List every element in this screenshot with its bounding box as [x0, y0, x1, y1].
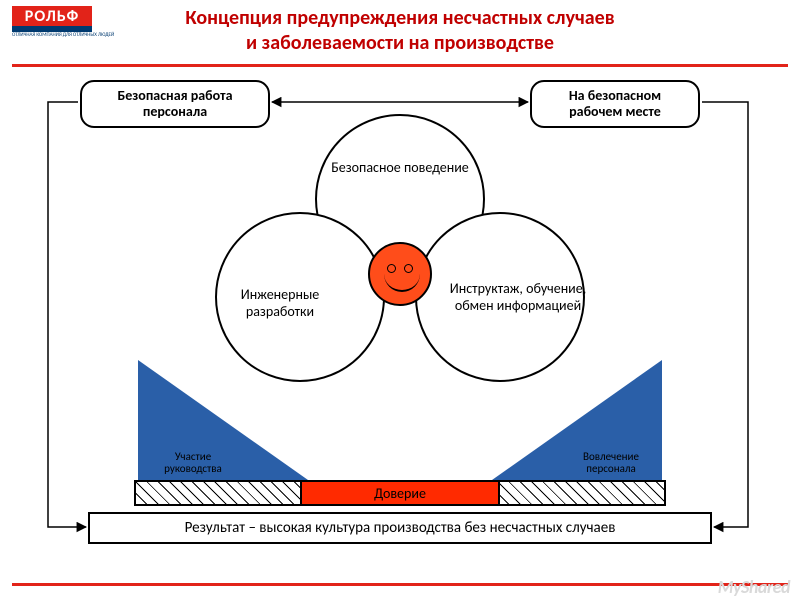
trust-box: Доверие — [300, 480, 500, 506]
pill-safe-place: На безопасном рабочем месте — [530, 80, 700, 128]
divider-bottom — [12, 583, 788, 586]
page-title: Концепция предупреждения несчастных случ… — [0, 6, 800, 56]
watermark: MyShared — [718, 576, 790, 598]
title-line-1: Концепция предупреждения несчастных случ… — [0, 6, 800, 31]
pill-safe-work: Безопасная работа персонала — [80, 80, 270, 128]
diagram-stage: Безопасная работа персонала На безопасно… — [0, 72, 800, 576]
circle-engineering: Инженерные разработки — [215, 212, 385, 382]
triangle-right-label: Вовлечение персонала — [564, 451, 658, 476]
circle-training: Инструктаж, обучение, обмен информацией — [415, 212, 585, 382]
circle-engineering-label: Инженерные разработки — [207, 286, 353, 320]
circle-training-label: Инструктаж, обучение, обмен информацией — [445, 280, 591, 314]
result-box: Результат – высокая культура производств… — [88, 512, 712, 544]
circle-behavior-label: Безопасное поведение — [331, 159, 469, 176]
title-line-2: и заболеваемости на производстве — [0, 31, 800, 56]
triangle-left-label: Участие руководства — [148, 451, 238, 476]
divider-top — [12, 64, 788, 67]
smiley-icon — [368, 242, 432, 306]
